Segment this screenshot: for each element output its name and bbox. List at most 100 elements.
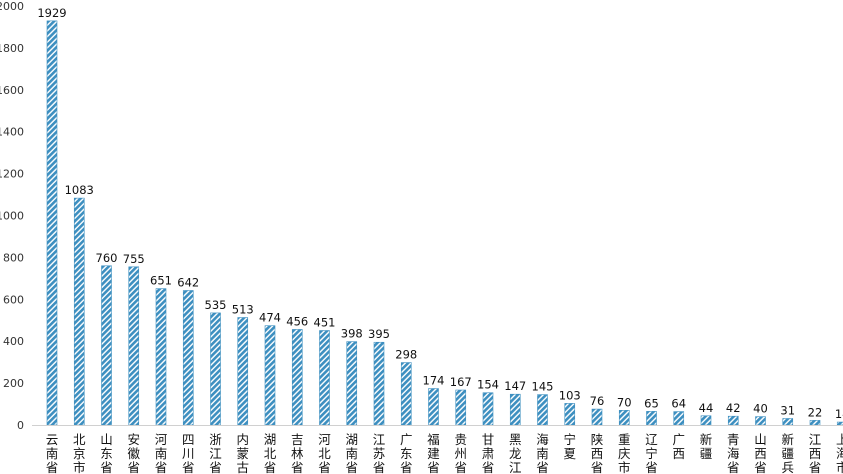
x-tick-label: 湖北省 xyxy=(264,432,277,474)
bar xyxy=(182,290,194,426)
bar xyxy=(291,329,303,426)
bar xyxy=(509,393,521,426)
data-label: 760 xyxy=(96,251,118,265)
bar xyxy=(319,330,330,426)
bar xyxy=(101,265,112,426)
data-label: 398 xyxy=(341,327,363,341)
x-tick-label: 辽宁省 xyxy=(645,432,658,474)
x-tick-label: 浙江省 xyxy=(209,432,222,474)
bar xyxy=(346,341,358,426)
x-tick-label: 河南省 xyxy=(155,432,168,474)
bar xyxy=(564,403,576,426)
data-label: 145 xyxy=(532,380,554,394)
y-tick-label: 1200 xyxy=(0,168,24,181)
data-label: 167 xyxy=(450,375,472,389)
bar xyxy=(264,325,276,426)
data-label: 755 xyxy=(123,252,145,266)
x-tick-label: 江西省 xyxy=(809,432,822,474)
data-label: 535 xyxy=(205,298,227,312)
x-tick-label: 吉林省 xyxy=(291,432,304,474)
bar xyxy=(646,411,657,426)
data-label: 642 xyxy=(177,276,199,290)
data-label: 474 xyxy=(259,311,281,325)
x-tick-label: 云南省 xyxy=(46,432,59,474)
x-tick-label: 甘肃省 xyxy=(482,432,495,474)
x-tick-label: 福建省 xyxy=(427,432,440,474)
bar xyxy=(428,388,439,426)
bars xyxy=(46,20,843,426)
bar xyxy=(727,415,739,426)
data-label: 395 xyxy=(368,327,390,341)
x-tick-label: 山西省 xyxy=(754,432,767,474)
bar xyxy=(128,266,140,426)
bar xyxy=(537,394,548,426)
bar xyxy=(46,20,58,426)
x-tick-label: 重庆市 xyxy=(618,432,631,474)
y-tick-label: 1400 xyxy=(0,126,24,139)
x-tick-label: 内蒙古 xyxy=(236,432,249,474)
bar xyxy=(755,416,766,426)
data-label: 651 xyxy=(150,274,172,288)
x-tick-label: 陕西省 xyxy=(591,432,604,474)
data-labels: 1929 1083 760 755 651 642 535 513 474 456 451 398 39… xyxy=(37,6,843,421)
data-label: 1083 xyxy=(65,183,94,197)
y-tick-label: 1600 xyxy=(0,84,24,97)
data-label: 22 xyxy=(808,405,823,419)
x-tick-label: 青海省 xyxy=(727,432,740,474)
y-tick-label: 200 xyxy=(3,377,24,390)
data-label: 456 xyxy=(286,314,308,328)
bar xyxy=(618,410,630,426)
data-label: 64 xyxy=(671,397,686,411)
bar xyxy=(73,197,85,426)
bar xyxy=(237,317,249,426)
y-axis: 0 200 400 600 800 1000 1200 1400 1600 1800 2000 xyxy=(0,0,24,432)
data-label: 1929 xyxy=(37,6,66,20)
x-tick-label: 新疆兵 xyxy=(781,432,794,474)
y-tick-label: 0 xyxy=(17,419,24,432)
x-tick-label: 北京市 xyxy=(73,432,86,474)
x-tick-label: 广西 xyxy=(672,432,685,461)
bar xyxy=(673,411,685,426)
data-label: 31 xyxy=(780,404,795,418)
bar xyxy=(700,415,712,426)
y-tick-label: 2000 xyxy=(0,0,24,13)
bar xyxy=(591,408,603,426)
x-tick-label: 新疆 xyxy=(700,432,713,461)
x-tick-label: 江苏省 xyxy=(373,432,386,474)
y-tick-label: 600 xyxy=(3,293,24,306)
data-label: 40 xyxy=(753,402,768,416)
bar xyxy=(210,312,221,426)
data-label: 513 xyxy=(232,303,254,317)
x-tick-label: 上海市 xyxy=(836,432,843,474)
x-tick-label: 安徽省 xyxy=(127,432,140,474)
x-tick-label: 湖南省 xyxy=(345,432,358,474)
data-label: 154 xyxy=(477,378,499,392)
bar xyxy=(482,392,494,426)
y-tick-label: 800 xyxy=(3,251,24,264)
data-label: 451 xyxy=(314,316,336,330)
data-label: 44 xyxy=(699,401,714,415)
data-label: 147 xyxy=(504,379,526,393)
x-axis: 云南省 北京市 山东省 安徽省 河南省 四川省 浙江省 内蒙古 湖北省 吉林省 河北省 湖南省 江苏省 广… xyxy=(32,425,843,474)
bar xyxy=(455,389,467,426)
y-tick-label: 1800 xyxy=(0,42,24,55)
bar xyxy=(155,288,167,426)
data-label: 174 xyxy=(423,374,445,388)
x-tick-label: 贵州省 xyxy=(454,432,467,474)
data-label: 42 xyxy=(726,401,741,415)
x-tick-label: 四川省 xyxy=(182,432,195,474)
x-tick-label: 海南省 xyxy=(536,432,549,474)
data-label: 76 xyxy=(590,394,605,408)
bar xyxy=(400,362,412,426)
data-label: 65 xyxy=(644,396,659,410)
bar xyxy=(782,418,794,426)
x-tick-label: 山东省 xyxy=(100,432,113,474)
x-tick-label: 河北省 xyxy=(318,432,331,474)
y-tick-label: 400 xyxy=(3,335,24,348)
data-label: 70 xyxy=(617,395,632,409)
y-tick-label: 1000 xyxy=(0,210,24,223)
data-label: 14 xyxy=(835,407,843,421)
x-tick-label: 宁夏 xyxy=(563,432,576,461)
